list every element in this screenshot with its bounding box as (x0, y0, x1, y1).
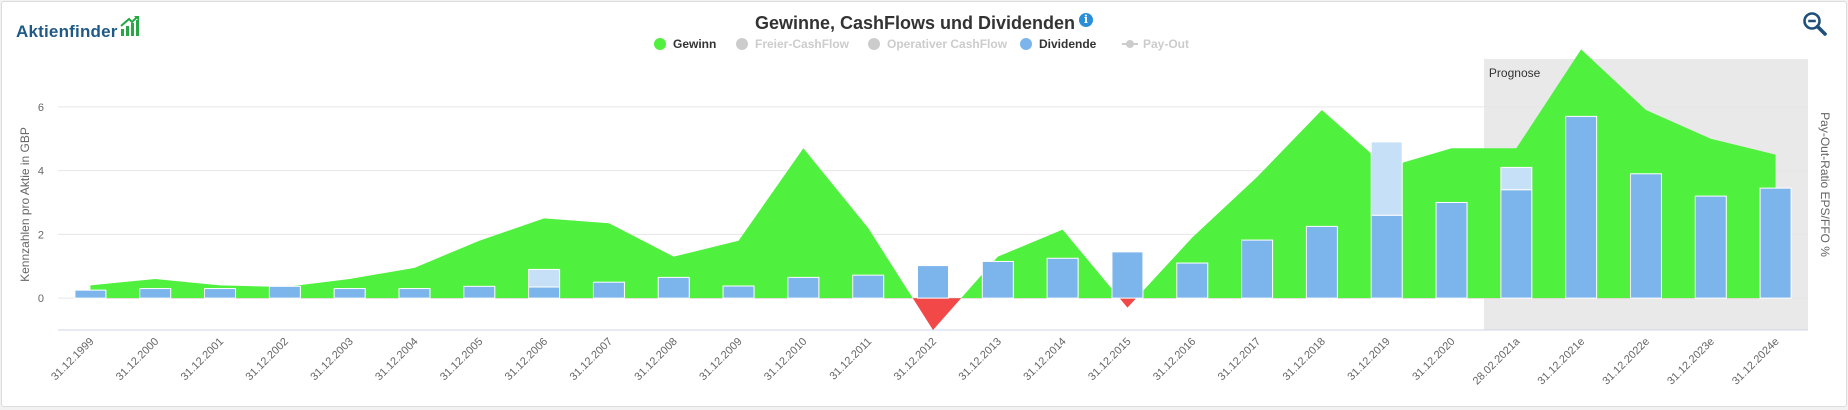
dividende-bar[interactable] (528, 286, 561, 299)
x-tick-label: 31.12.2017 (1216, 336, 1263, 383)
legend-label: Operativer CashFlow (887, 37, 1008, 51)
dividende-bar[interactable] (398, 288, 431, 299)
legend-symbol (1020, 38, 1032, 50)
dividende-bar[interactable] (592, 281, 625, 299)
x-tick-label: 31.12.2020 (1410, 336, 1457, 383)
dividende-bar[interactable] (268, 285, 301, 299)
legend-label: Dividende (1039, 37, 1097, 51)
legend-symbol (1126, 40, 1134, 48)
y-tick-label: 2 (38, 229, 44, 241)
legend-item-operativer-cashflow[interactable]: Operativer CashFlow (868, 37, 1008, 51)
dividende-bar[interactable] (1370, 214, 1403, 299)
dividende-bar[interactable] (1176, 262, 1209, 299)
legend-symbol (654, 38, 666, 50)
x-tick-label: 31.12.2024e (1730, 336, 1782, 388)
x-tick-label: 28.02.2021a (1471, 335, 1523, 387)
x-tick-label: 31.12.2004 (373, 336, 420, 383)
dividende-bar[interactable] (657, 276, 690, 299)
legend-label: Gewinn (673, 37, 716, 51)
dividende-bar[interactable] (917, 265, 949, 299)
y-axis-label-right: Pay-Out-Ratio EPS/FFO % (1818, 112, 1832, 257)
x-tick-label: 31.12.2023e (1665, 336, 1717, 388)
y-tick-label: 4 (38, 166, 44, 178)
sonderdividende-bar[interactable] (1370, 141, 1403, 216)
x-tick-label: 31.12.2007 (568, 336, 615, 383)
dividende-bar[interactable] (1305, 225, 1338, 299)
chart-title-wrap: Gewinne, CashFlows und Dividenden i (2, 13, 1846, 34)
x-tick-label: 31.12.2006 (503, 336, 550, 383)
x-tick-label: 31.12.2000 (114, 336, 161, 383)
x-tick-label: 31.12.2002 (244, 336, 291, 383)
dividende-bar[interactable] (852, 274, 885, 299)
dividende-bar[interactable] (1694, 195, 1727, 299)
legend-label: Pay-Out (1143, 37, 1189, 51)
logo-text: Aktienfinder (16, 22, 118, 41)
x-tick-label: 31.12.2008 (632, 336, 679, 383)
logo[interactable]: Aktienfinder (16, 15, 140, 42)
dividende-bar[interactable] (463, 285, 496, 299)
x-tick-label: 31.12.1999 (49, 336, 96, 383)
legend-item-freier-cashflow[interactable]: Freier-CashFlow (736, 37, 850, 51)
dividende-bar[interactable] (787, 276, 820, 299)
forecast-label: Prognose (1489, 66, 1541, 80)
dividende-bar[interactable] (1500, 189, 1533, 299)
x-tick-label: 31.12.2021e (1536, 336, 1588, 388)
legend-symbol (868, 38, 880, 50)
x-tick-label: 31.12.2018 (1281, 336, 1328, 383)
x-tick-label: 31.12.2009 (697, 336, 744, 383)
x-tick-label: 31.12.2016 (1151, 336, 1198, 383)
gewinn-area-negative (90, 298, 1776, 330)
dividende-bar[interactable] (333, 288, 366, 299)
x-tick-label: 31.12.2001 (179, 336, 226, 383)
x-tick-label: 31.12.2014 (1021, 336, 1068, 383)
info-icon[interactable]: i (1079, 13, 1094, 27)
x-tick-label: 31.12.2013 (957, 336, 1004, 383)
legend-symbol (736, 38, 748, 50)
chart-title: Gewinne, CashFlows und Dividenden (754, 13, 1076, 33)
x-tick-label: 31.12.2015 (1086, 336, 1133, 383)
x-tick-label: 31.12.2022e (1600, 336, 1652, 388)
dividende-bar[interactable] (204, 288, 237, 299)
logo-chart-arrow-icon (119, 15, 140, 42)
y-tick-label: 6 (38, 102, 44, 114)
x-tick-label: 31.12.2019 (1345, 336, 1392, 383)
dividende-bar[interactable] (74, 289, 107, 299)
legend-item-gewinn[interactable]: Gewinn (654, 37, 716, 51)
legend-item-dividende[interactable]: Dividende (1020, 37, 1097, 51)
x-tick-label: 31.12.2012 (892, 336, 939, 383)
sonderdividende-bar[interactable] (528, 268, 561, 288)
zoom-icon[interactable] (1802, 11, 1828, 42)
dividende-bar[interactable] (139, 288, 172, 299)
dividende-bar[interactable] (1111, 251, 1144, 299)
sonderdividende-bar[interactable] (1500, 166, 1533, 191)
x-tick-label: 31.12.2005 (438, 336, 485, 383)
dividende-bar[interactable] (1565, 115, 1598, 299)
y-tick-label: 0 (38, 293, 44, 305)
dividende-bar[interactable] (1435, 201, 1468, 299)
dividende-bar[interactable] (1759, 187, 1792, 299)
dividende-bar[interactable] (1046, 257, 1079, 299)
x-tick-label: 31.12.2011 (827, 336, 874, 383)
legend-item-pay-out[interactable]: Pay-Out (1122, 37, 1189, 51)
dividende-bar[interactable] (1629, 173, 1662, 299)
legend-label: Freier-CashFlow (755, 37, 850, 51)
x-tick-label: 31.12.2010 (762, 336, 809, 383)
dividende-bar[interactable] (1241, 239, 1274, 299)
dividende-bar[interactable] (722, 285, 755, 299)
x-tick-label: 31.12.2003 (308, 336, 355, 383)
gewinn-area (90, 49, 1776, 299)
y-axis-label: Kennzahlen pro Aktie in GBP (18, 127, 32, 282)
dividende-bar[interactable] (981, 260, 1014, 299)
